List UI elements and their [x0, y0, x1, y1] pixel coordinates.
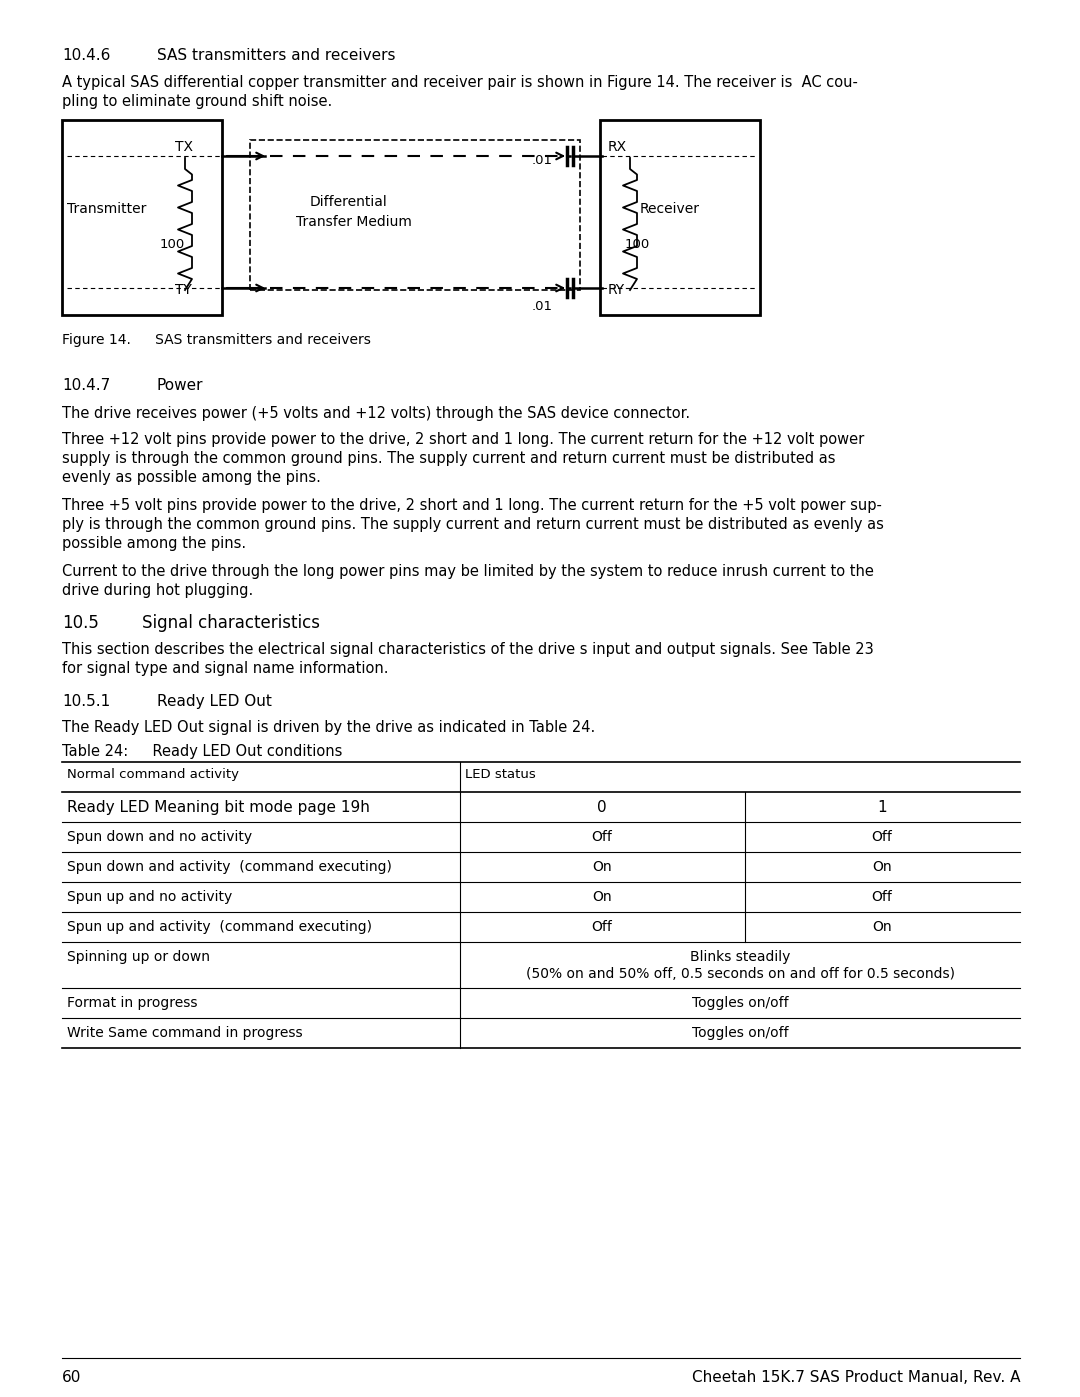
Text: RY: RY: [608, 284, 625, 298]
Text: Spun down and no activity: Spun down and no activity: [67, 830, 252, 844]
Text: 10.4.6: 10.4.6: [62, 47, 110, 63]
Text: Three +12 volt pins provide power to the drive, 2 short and 1 long. The current : Three +12 volt pins provide power to the…: [62, 432, 864, 447]
Text: Figure 14.: Figure 14.: [62, 332, 131, 346]
Text: possible among the pins.: possible among the pins.: [62, 536, 246, 550]
Text: Off: Off: [872, 830, 892, 844]
Text: Off: Off: [592, 921, 612, 935]
Text: Spinning up or down: Spinning up or down: [67, 950, 210, 964]
Text: drive during hot plugging.: drive during hot plugging.: [62, 583, 253, 598]
Text: 10.4.7: 10.4.7: [62, 379, 110, 393]
Text: 1: 1: [877, 800, 887, 814]
Text: ply is through the common ground pins. The supply current and return current mus: ply is through the common ground pins. T…: [62, 517, 883, 532]
Text: SAS transmitters and receivers: SAS transmitters and receivers: [141, 332, 370, 346]
Bar: [600, 120, 760, 314]
Text: 0: 0: [597, 800, 607, 814]
Text: Spun up and no activity: Spun up and no activity: [67, 890, 232, 904]
Text: (50% on and 50% off, 0.5 seconds on and off for 0.5 seconds): (50% on and 50% off, 0.5 seconds on and …: [526, 967, 955, 981]
Text: Differential: Differential: [310, 196, 388, 210]
Text: On: On: [592, 861, 611, 875]
Text: Table 24:: Table 24:: [62, 745, 129, 759]
Text: .01: .01: [532, 154, 553, 168]
Text: Spun down and activity  (command executing): Spun down and activity (command executin…: [67, 861, 392, 875]
Text: Write Same command in progress: Write Same command in progress: [67, 1025, 302, 1039]
Text: SAS transmitters and receivers: SAS transmitters and receivers: [157, 47, 395, 63]
Text: Three +5 volt pins provide power to the drive, 2 short and 1 long. The current r: Three +5 volt pins provide power to the …: [62, 497, 882, 513]
Text: 100: 100: [160, 237, 186, 251]
Text: Toggles on/off: Toggles on/off: [691, 1025, 788, 1039]
Text: On: On: [873, 861, 892, 875]
Text: Power: Power: [157, 379, 203, 393]
Text: LED status: LED status: [465, 768, 536, 781]
Text: Transmitter: Transmitter: [67, 203, 147, 217]
Text: Ready LED Meaning bit mode page 19h: Ready LED Meaning bit mode page 19h: [67, 800, 369, 814]
Text: On: On: [592, 890, 611, 904]
Bar: [249, 140, 580, 291]
Text: 60: 60: [62, 1370, 81, 1384]
Text: Toggles on/off: Toggles on/off: [691, 996, 788, 1010]
Text: supply is through the common ground pins. The supply current and return current : supply is through the common ground pins…: [62, 451, 836, 467]
Text: Off: Off: [592, 830, 612, 844]
Text: The drive receives power (+5 volts and +12 volts) through the SAS device connect: The drive receives power (+5 volts and +…: [62, 407, 690, 420]
Text: Blinks steadily: Blinks steadily: [690, 950, 791, 964]
Text: TY: TY: [175, 284, 192, 298]
Bar: [62, 120, 222, 314]
Text: The Ready LED Out signal is driven by the drive as indicated in Table 24.: The Ready LED Out signal is driven by th…: [62, 719, 595, 735]
Text: Current to the drive through the long power pins may be limited by the system to: Current to the drive through the long po…: [62, 564, 874, 578]
Text: This section describes the electrical signal characteristics of the drive s inpu: This section describes the electrical si…: [62, 643, 874, 657]
Text: Spun up and activity  (command executing): Spun up and activity (command executing): [67, 921, 372, 935]
Text: 10.5.1: 10.5.1: [62, 694, 110, 710]
Text: Transfer Medium: Transfer Medium: [296, 215, 411, 229]
Text: Signal characteristics: Signal characteristics: [141, 615, 320, 631]
Text: evenly as possible among the pins.: evenly as possible among the pins.: [62, 469, 321, 485]
Text: On: On: [873, 921, 892, 935]
Text: 100: 100: [625, 237, 650, 251]
Text: A typical SAS differential copper transmitter and receiver pair is shown in Figu: A typical SAS differential copper transm…: [62, 75, 858, 89]
Text: TX: TX: [175, 140, 193, 154]
Text: pling to eliminate ground shift noise.: pling to eliminate ground shift noise.: [62, 94, 333, 109]
Text: Off: Off: [872, 890, 892, 904]
Text: Normal command activity: Normal command activity: [67, 768, 239, 781]
Text: for signal type and signal name information.: for signal type and signal name informat…: [62, 661, 389, 676]
Text: Format in progress: Format in progress: [67, 996, 198, 1010]
Text: RX: RX: [608, 140, 627, 154]
Text: .01: .01: [532, 300, 553, 313]
Text: Ready LED Out: Ready LED Out: [157, 694, 272, 710]
Text: Receiver: Receiver: [640, 203, 700, 217]
Text: Ready LED Out conditions: Ready LED Out conditions: [134, 745, 342, 759]
Text: Cheetah 15K.7 SAS Product Manual, Rev. A: Cheetah 15K.7 SAS Product Manual, Rev. A: [691, 1370, 1020, 1384]
Text: 10.5: 10.5: [62, 615, 99, 631]
